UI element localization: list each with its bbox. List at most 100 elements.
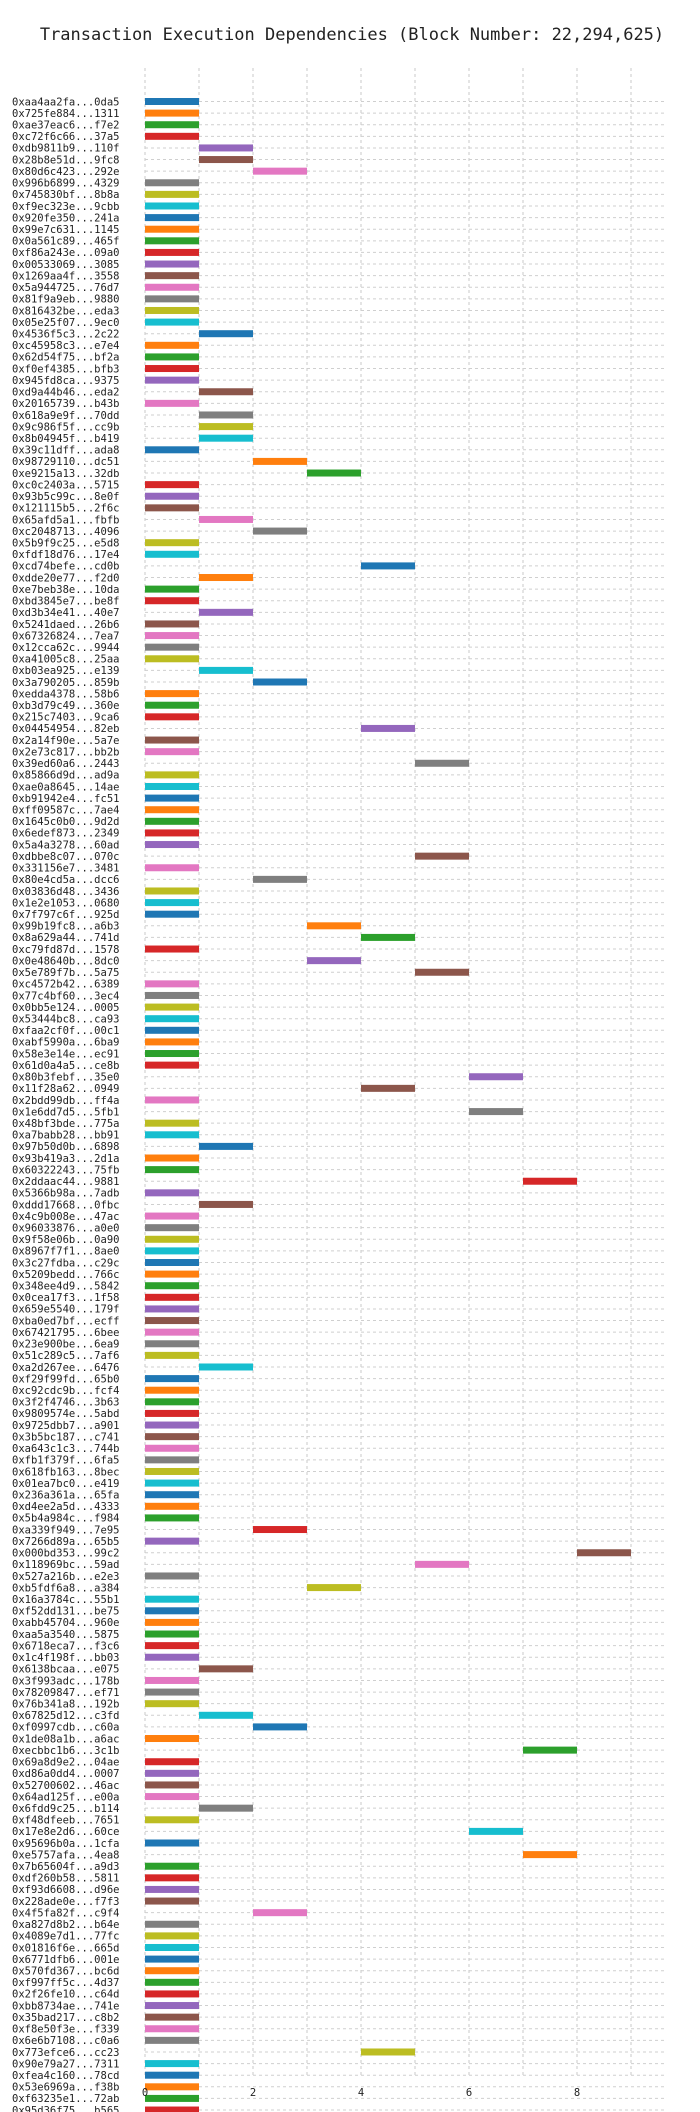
transaction-bar (145, 109, 199, 117)
row-label: 0x6edef873...2349 (12, 828, 119, 840)
row-label: 0xdb9811b9...110f (12, 143, 119, 155)
row-label: 0xd4ee2a5d...4333 (12, 1501, 119, 1513)
row-label: 0x0e48640b...8dc0 (12, 955, 119, 967)
transaction-bar (145, 1270, 199, 1278)
transaction-bar (145, 539, 199, 547)
transaction-bar (145, 736, 199, 744)
x-tick-label: 4 (358, 2087, 364, 2099)
transaction-bar (145, 2106, 199, 2112)
row-label: 0x95d36f75...b565 (12, 2105, 119, 2112)
transaction-bar (361, 933, 415, 941)
row-label: 0x228ade0e...f7f3 (12, 1896, 119, 1908)
row-label: 0xc72f6c66...37a5 (12, 131, 119, 143)
transaction-bar (145, 1943, 199, 1951)
transaction-bar (145, 1735, 199, 1743)
row-label: 0x99e7c631...1145 (12, 224, 119, 236)
row-label: 0x7b65604f...a9d3 (12, 1861, 119, 1873)
row-label: 0xe7beb38e...10da (12, 584, 119, 596)
row-label: 0xdde20e77...f2d0 (12, 572, 119, 584)
transaction-bar (145, 504, 199, 512)
row-label: 0x98729110...dc51 (12, 456, 119, 468)
row-label: 0x51c289c5...7af6 (12, 1350, 119, 1362)
transaction-bar (145, 1317, 199, 1325)
transaction-bar (145, 1328, 199, 1336)
transaction-bar (145, 1514, 199, 1522)
transaction-bar (253, 875, 307, 883)
transaction-bar (145, 179, 199, 187)
transaction-bar (145, 1003, 199, 1011)
transaction-bar (199, 1200, 253, 1208)
transaction-bar (145, 353, 199, 361)
transaction-bar (145, 295, 199, 303)
row-label: 0xd86a0dd4...0007 (12, 1768, 119, 1780)
row-label: 0x99b19fc8...a6b3 (12, 921, 119, 933)
row-label: 0x659e5540...179f (12, 1304, 119, 1316)
transaction-bar (145, 214, 199, 222)
row-label: 0xf86a243e...09a0 (12, 247, 119, 259)
transaction-bar (145, 1572, 199, 1580)
row-label: 0x78209847...ef71 (12, 1687, 119, 1699)
transaction-bar (145, 991, 199, 999)
row-label: 0xbd3845e7...be8f (12, 596, 119, 608)
chart-title: Transaction Execution Dependencies (Bloc… (40, 25, 664, 45)
row-label: 0x5e789f7b...5a75 (12, 967, 119, 979)
transaction-bar (145, 1491, 199, 1499)
transaction-bar (253, 167, 307, 175)
transaction-bar (523, 1177, 577, 1185)
row-label: 0x90e79a27...7311 (12, 2058, 119, 2070)
row-label: 0xaa5a3540...5875 (12, 1629, 119, 1641)
row-label: 0x5b4a984c...f984 (12, 1513, 119, 1525)
row-label: 0x996b6899...4329 (12, 178, 119, 190)
row-label: 0xf997ff5c...4d37 (12, 1977, 119, 1989)
transaction-bar (145, 2083, 199, 2091)
transaction-bar (145, 190, 199, 198)
row-label: 0x77c4bf60...3ec4 (12, 990, 119, 1002)
transaction-bar (145, 318, 199, 326)
transaction-bar (145, 1653, 199, 1661)
transaction-bar (145, 771, 199, 779)
transaction-bar (145, 841, 199, 849)
row-label: 0xc92cdc9b...fcf4 (12, 1385, 119, 1397)
row-label: 0xf93d6608...d96e (12, 1884, 119, 1896)
transaction-bar (145, 1955, 199, 1963)
row-label: 0x5b9f9c25...e5d8 (12, 537, 119, 549)
row-label: 0x93b419a3...2d1a (12, 1153, 119, 1165)
transaction-bar (145, 1769, 199, 1777)
row-label: 0xf9ec323e...9cbb (12, 201, 119, 213)
row-label: 0x80e4cd5a...dcc6 (12, 874, 119, 886)
row-label: 0x93b5c99c...8e0f (12, 491, 119, 503)
transaction-bar (361, 1084, 415, 1092)
transaction-bar (145, 585, 199, 593)
row-label: 0xa339f949...7e95 (12, 1524, 119, 1536)
transaction-bar (469, 1827, 523, 1835)
transaction-bar (145, 1630, 199, 1638)
transaction-bar (145, 446, 199, 454)
transaction-bar (145, 550, 199, 558)
row-label: 0xd3b34e41...40e7 (12, 607, 119, 619)
row-label: 0x7f797c6f...925d (12, 909, 119, 921)
transaction-bar (145, 690, 199, 698)
row-label: 0xf8e50f3e...f339 (12, 2024, 119, 2036)
row-label: 0xae0a8645...14ae (12, 781, 119, 793)
row-label: 0x331156e7...3481 (12, 863, 119, 875)
row-label: 0x945fd8ca...9375 (12, 375, 119, 387)
row-label: 0x6138bcaa...e075 (12, 1664, 119, 1676)
transaction-bar (145, 1015, 199, 1023)
transaction-bar (145, 481, 199, 489)
transaction-bar (145, 1467, 199, 1475)
transaction-bar (145, 1212, 199, 1220)
transaction-bar (145, 910, 199, 918)
transaction-bar (145, 1839, 199, 1847)
row-label: 0xc2048713...4096 (12, 526, 119, 538)
transaction-bar (361, 2048, 415, 2056)
transaction-bar (145, 643, 199, 651)
row-label: 0x01ea7bc0...e419 (12, 1478, 119, 1490)
row-label: 0xaa4aa2fa...0da5 (12, 96, 119, 108)
row-label: 0x9f58e06b...0a90 (12, 1234, 119, 1246)
transaction-bar (145, 1386, 199, 1394)
transaction-bar (145, 1642, 199, 1650)
transaction-bar (145, 1444, 199, 1452)
x-axis-ticks: 0 2 4 6 8 (142, 2087, 580, 2099)
transaction-bar (199, 1665, 253, 1673)
transaction-bar (145, 1293, 199, 1301)
